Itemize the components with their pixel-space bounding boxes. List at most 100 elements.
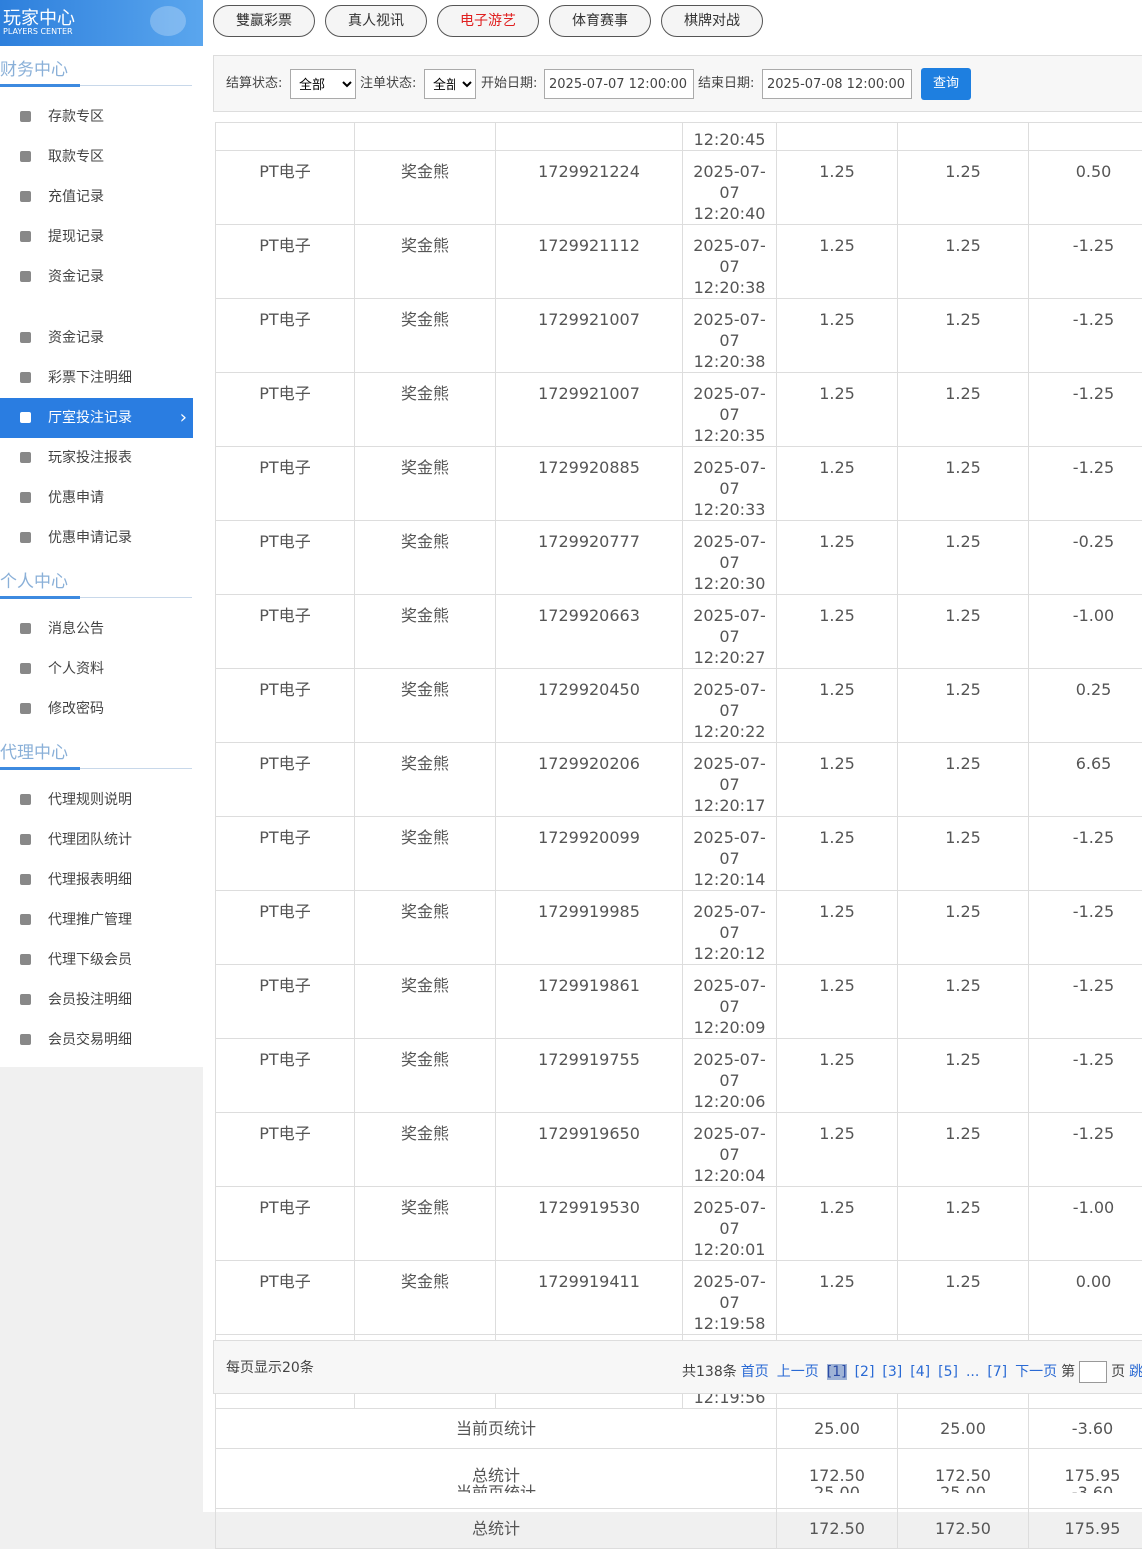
menu-item[interactable]: 资金记录	[0, 257, 193, 297]
cell: 奖金熊	[355, 1187, 496, 1261]
page-link[interactable]: [1]	[827, 1364, 847, 1380]
page-link[interactable]: [5]	[938, 1364, 958, 1380]
nav-button[interactable]: 电子游艺	[437, 5, 539, 37]
logo[interactable]: 玩家中心 PLAYERS CENTER	[0, 0, 203, 46]
cell: 1.25	[898, 817, 1029, 891]
cell: -1.00	[1029, 1187, 1142, 1261]
menu-item[interactable]: 取款专区	[0, 137, 193, 177]
menu-item[interactable]: 优惠申请	[0, 478, 193, 518]
summary-cell: 175.95	[1029, 1509, 1142, 1549]
menu-item[interactable]: 消息公告	[0, 609, 193, 649]
menu-item[interactable]: 会员投注明细	[0, 980, 193, 1020]
cell: 1729919530	[496, 1187, 683, 1261]
summary-cell: -3.60	[1029, 1409, 1142, 1449]
cell: 1.25	[777, 1187, 898, 1261]
section-title: 个人中心	[0, 567, 68, 592]
menu-label: 代理团队统计	[48, 832, 132, 848]
icon	[20, 412, 31, 423]
summary-text: 175.95	[1029, 1518, 1142, 1539]
icon	[20, 191, 31, 202]
cell: 2025-07-07 12:20:06	[683, 1039, 777, 1113]
summary-cell: 总统计	[216, 1509, 777, 1549]
menu-item[interactable]: 代理推广管理	[0, 900, 193, 940]
cell: 1.25	[777, 1039, 898, 1113]
cell: 1.25	[777, 965, 898, 1039]
icon	[20, 271, 31, 282]
menu-label: 个人资料	[48, 661, 104, 677]
cell: 奖金熊	[355, 817, 496, 891]
menu-item[interactable]: 代理下级会员	[0, 940, 193, 980]
summary-text: -3.60	[1029, 1418, 1142, 1439]
nav-button[interactable]: 雙赢彩票	[213, 5, 315, 37]
icon	[20, 151, 31, 162]
top-nav: 雙赢彩票真人视讯电子游艺体育赛事棋牌对战	[213, 5, 773, 37]
page-link[interactable]: [7]	[987, 1364, 1007, 1380]
menu-item[interactable]: 代理团队统计	[0, 820, 193, 860]
cell: -0.25	[1029, 521, 1142, 595]
cell: 1.25	[777, 1113, 898, 1187]
summary-ghost: 25.00	[898, 1484, 1028, 1493]
cell: 1.25	[898, 373, 1029, 447]
menu-item[interactable]: 优惠申请记录	[0, 518, 193, 558]
page-link[interactable]: 下一页	[1015, 1364, 1057, 1380]
page-link[interactable]: [4]	[910, 1364, 930, 1380]
select[interactable]: 全部	[290, 69, 356, 99]
page-link[interactable]: 上一页	[777, 1364, 819, 1380]
cell: 1.25	[777, 669, 898, 743]
page-link[interactable]: 首页	[741, 1364, 769, 1380]
nav-button[interactable]: 体育赛事	[549, 5, 651, 37]
menu-label: 取款专区	[48, 149, 104, 165]
icon	[20, 492, 31, 503]
menu-item[interactable]: 充值记录	[0, 177, 193, 217]
nav-button[interactable]: 真人视讯	[325, 5, 427, 37]
summary-ghost: 当前页统计	[216, 1484, 776, 1493]
page-input[interactable]	[1079, 1361, 1107, 1383]
cell: PT电子	[216, 743, 355, 817]
cell	[777, 123, 898, 151]
menu-item[interactable]: 厅室投注记录›	[0, 398, 193, 438]
cell: 1.25	[777, 521, 898, 595]
cell: 奖金熊	[355, 521, 496, 595]
cell: 奖金熊	[355, 373, 496, 447]
cell: PT电子	[216, 225, 355, 299]
menu-item[interactable]: 提现记录	[0, 217, 193, 257]
page: 玩家中心 PLAYERS CENTER 财务中心存款专区取款专区充值记录提现记录…	[0, 0, 1142, 1512]
cell: PT电子	[216, 1261, 355, 1335]
section-title: 财务中心	[0, 55, 68, 80]
nav-button[interactable]: 棋牌对战	[661, 5, 763, 37]
cell: 1.25	[777, 891, 898, 965]
menu-item[interactable]: 玩家投注报表	[0, 438, 193, 478]
page-link[interactable]: ...	[966, 1364, 979, 1380]
section-title: 代理中心	[0, 738, 68, 763]
total: 共138条	[682, 1364, 737, 1380]
select[interactable]: 全部	[424, 69, 476, 99]
page-link[interactable]: [3]	[882, 1364, 902, 1380]
menu-label: 资金记录	[48, 269, 104, 285]
cell: 1.25	[898, 1113, 1029, 1187]
cell: 奖金熊	[355, 299, 496, 373]
menu-item[interactable]: 个人资料	[0, 649, 193, 689]
jump-link[interactable]: 跳转	[1129, 1364, 1142, 1380]
page-link[interactable]: [2]	[855, 1364, 875, 1380]
menu-item[interactable]: 存款专区	[0, 97, 193, 137]
query-button[interactable]: 查询	[921, 68, 971, 100]
summary-text: 总统计	[216, 1518, 776, 1539]
summary-cell: 172.50	[777, 1509, 898, 1549]
menu-item[interactable]: 彩票下注明细	[0, 358, 193, 398]
cell: 2025-07-07 12:20:12	[683, 891, 777, 965]
cell: 1.25	[777, 373, 898, 447]
menu-item[interactable]: 修改密码	[0, 689, 193, 729]
menu-item[interactable]: 资金记录	[0, 318, 193, 358]
menu-item[interactable]: 代理规则说明	[0, 780, 193, 820]
cell: 1729919861	[496, 965, 683, 1039]
cell: 奖金熊	[355, 1261, 496, 1335]
menu-item[interactable]: 会员交易明细	[0, 1020, 193, 1060]
menu-item[interactable]: 代理报表明细	[0, 860, 193, 900]
date-input[interactable]: 2025-07-08 12:00:00	[762, 69, 912, 99]
menu-label: 玩家投注报表	[48, 450, 132, 466]
date-input[interactable]: 2025-07-07 12:00:00	[544, 69, 694, 99]
